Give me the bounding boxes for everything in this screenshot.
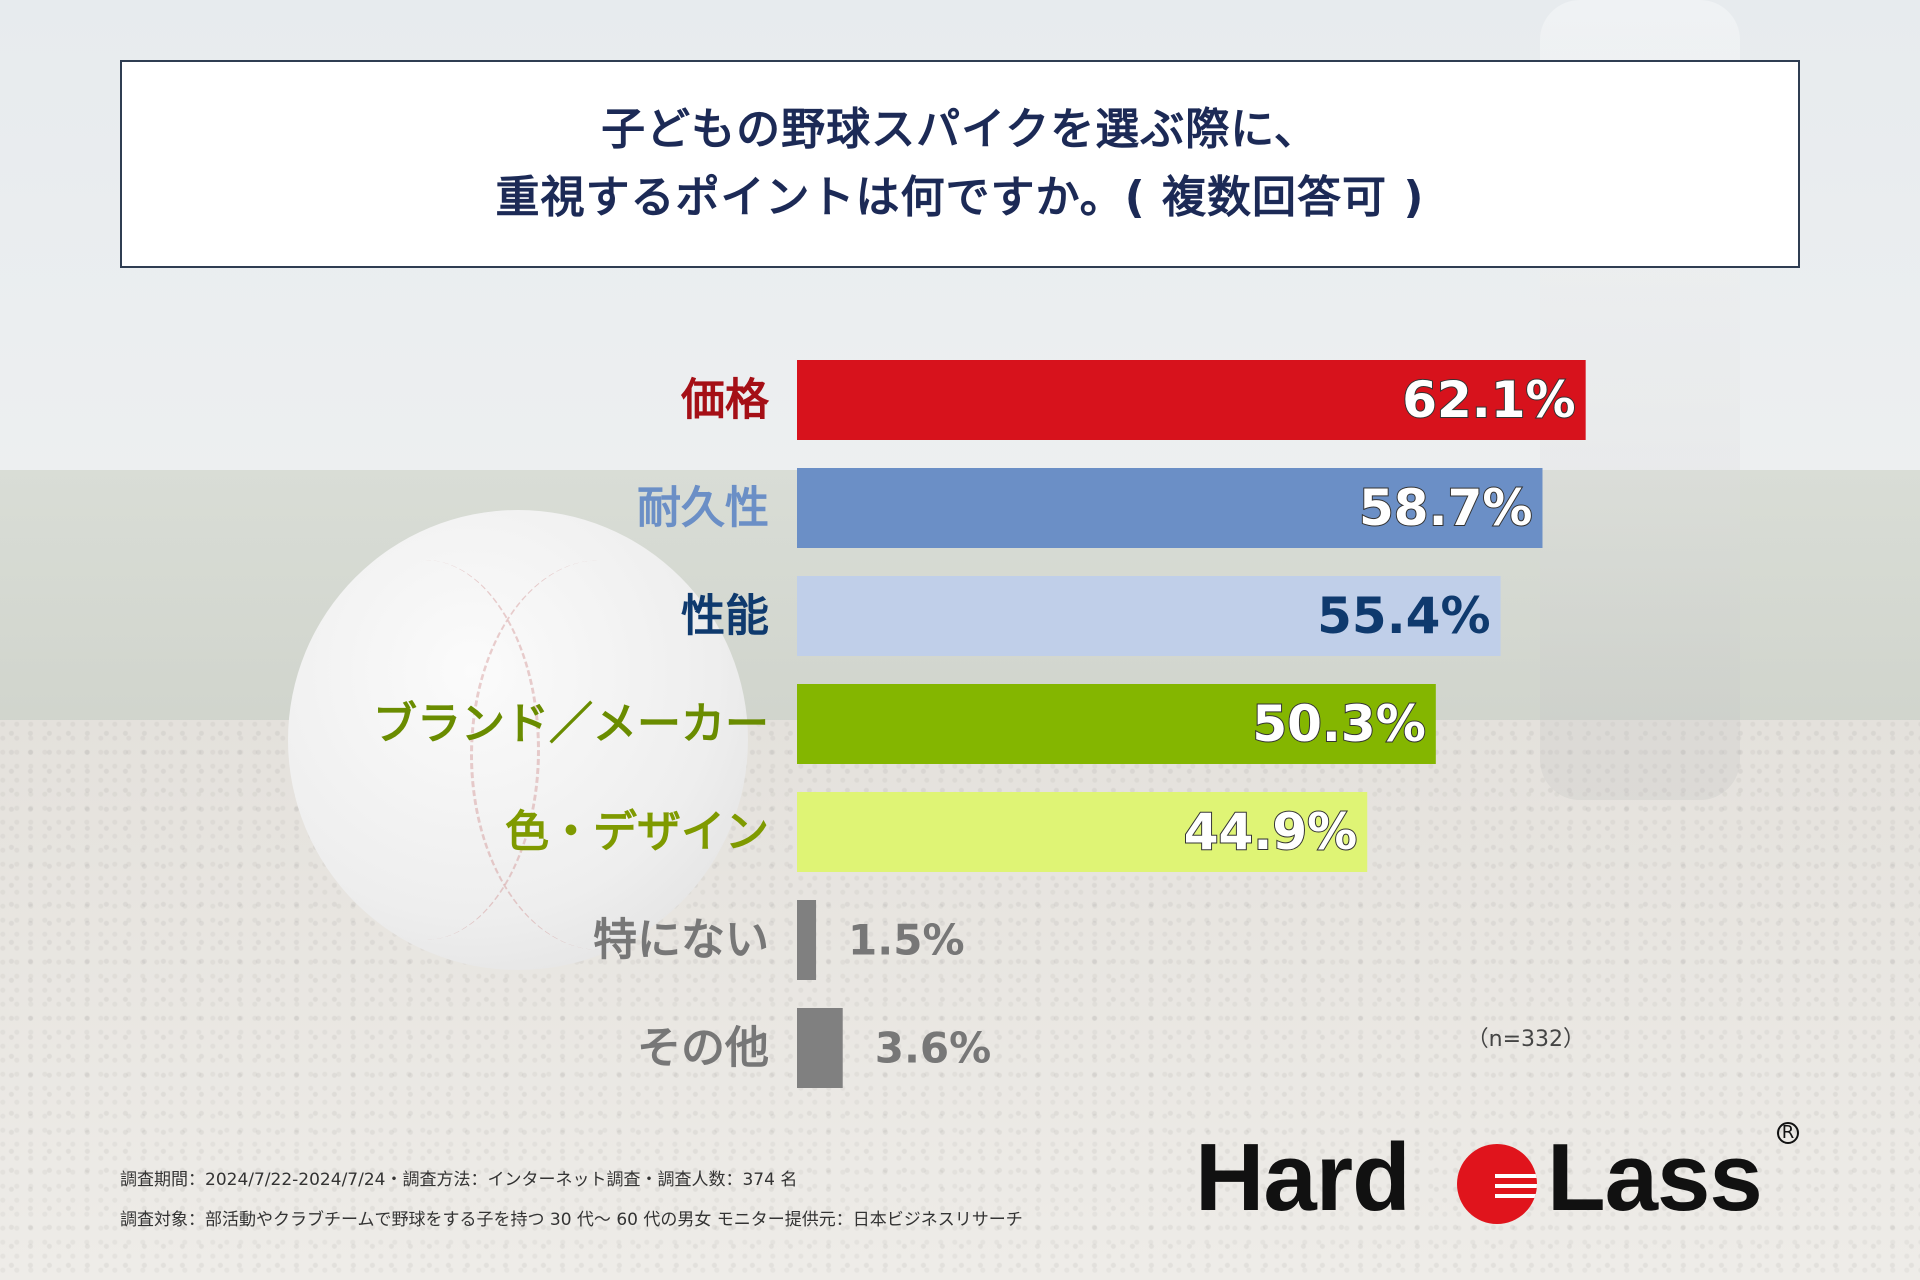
category-label: 性能 bbox=[681, 591, 769, 642]
registered-mark: R bbox=[1777, 1122, 1799, 1144]
bar bbox=[797, 684, 1436, 764]
sample-size-note: （n=332） bbox=[1467, 1027, 1585, 1052]
value-label: 55.4% bbox=[1317, 587, 1490, 645]
survey-target-text: 調査対象：部活動やクラブチームで野球をする子を持つ 30 代～ 60 代の男女 … bbox=[120, 1210, 1023, 1230]
bar bbox=[797, 360, 1586, 440]
bar bbox=[797, 792, 1368, 872]
value-label: 50.3% bbox=[1252, 695, 1425, 753]
survey-period-text: 調査期間：2024/7/22-2024/7/24・調査方法：インターネット調査・… bbox=[120, 1170, 798, 1190]
category-label: 特にない bbox=[593, 915, 769, 966]
category-label: 色・デザイン bbox=[505, 807, 769, 858]
title-box: 子どもの野球スパイクを選ぶ際に、 重視するポイントは何ですか。( 複数回答可 ) bbox=[120, 60, 1800, 268]
value-label: 62.1% bbox=[1402, 371, 1575, 429]
bar bbox=[797, 900, 817, 980]
bar bbox=[797, 576, 1501, 656]
category-label: ブランド／メーカー bbox=[373, 699, 769, 750]
logo-ball-icon bbox=[1457, 1144, 1537, 1224]
category-label: その他 bbox=[637, 1023, 769, 1074]
category-label: 耐久性 bbox=[637, 483, 769, 534]
logo-text-hard: Hard bbox=[1195, 1124, 1411, 1231]
category-label: 価格 bbox=[680, 375, 770, 426]
bar bbox=[797, 1008, 843, 1088]
survey-footer: 調査期間：2024/7/22-2024/7/24・調査方法：インターネット調査・… bbox=[120, 1160, 1023, 1240]
value-label: 1.5% bbox=[848, 916, 964, 965]
baseball-seam-right bbox=[470, 560, 730, 950]
value-label: 3.6% bbox=[875, 1024, 991, 1073]
value-label: 44.9% bbox=[1184, 803, 1357, 861]
title-line-2: 重視するポイントは何ですか。( 複数回答可 ) bbox=[495, 172, 1425, 223]
value-label: 58.7% bbox=[1359, 479, 1532, 537]
title-line-1: 子どもの野球スパイクを選ぶ際に、 bbox=[601, 103, 1319, 155]
logo-text-lass: Lass bbox=[1547, 1124, 1763, 1231]
bar bbox=[797, 468, 1543, 548]
hardlass-logo: Hard Lass R bbox=[1195, 1122, 1799, 1231]
